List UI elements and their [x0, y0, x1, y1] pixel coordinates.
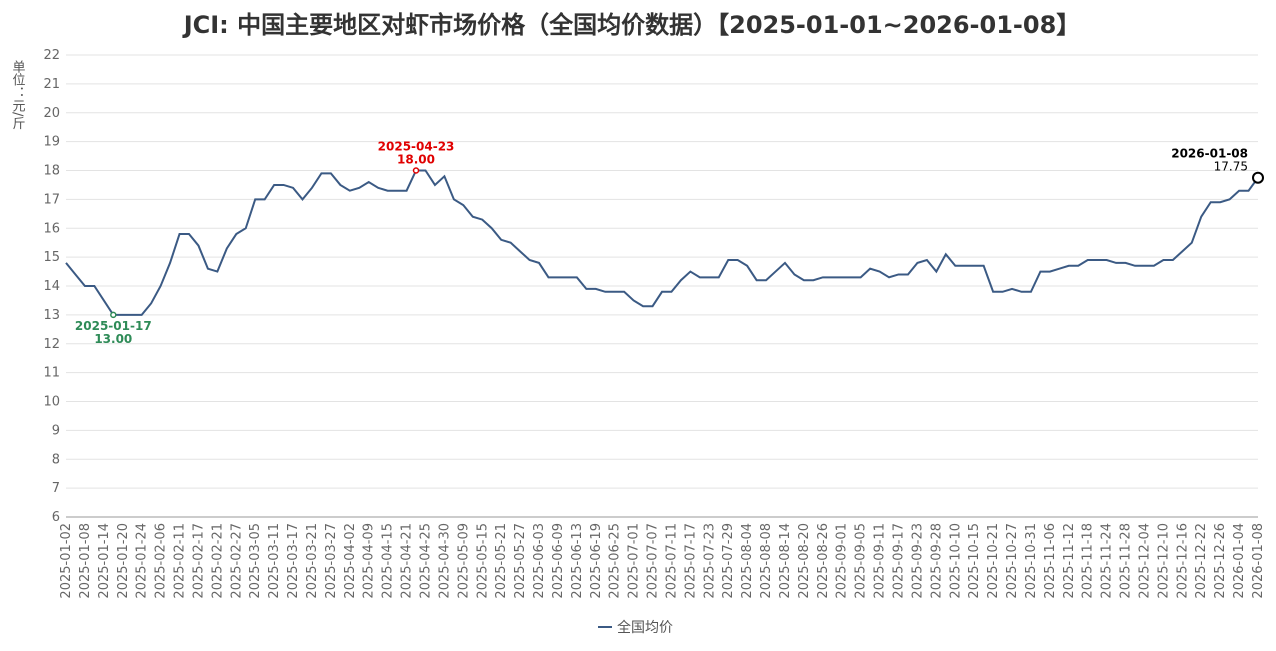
annotation-point: [1252, 171, 1264, 184]
y-tick-label: 8: [52, 452, 60, 467]
x-tick-label: 2025-09-17: [892, 523, 907, 599]
annotation-date: 2025-04-23: [378, 140, 455, 154]
y-tick-label: 13: [43, 308, 60, 323]
x-tick-label: 2025-01-20: [116, 523, 131, 599]
y-tick-label: 17: [43, 192, 60, 207]
x-tick-label: 2026-01-04: [1232, 523, 1247, 599]
x-tick-label: 2025-09-11: [873, 523, 888, 599]
x-tick-label: 2025-09-01: [835, 523, 850, 599]
x-tick-label: 2025-02-27: [229, 523, 244, 599]
x-tick-label: 2025-10-21: [986, 523, 1001, 599]
x-tick-label: 2025-06-25: [608, 523, 623, 599]
x-tick-label: 2025-10-15: [967, 523, 982, 599]
annotation-point: [110, 311, 117, 319]
x-tick-label: 2025-08-14: [778, 523, 793, 599]
x-tick-label: 2025-02-21: [210, 523, 225, 599]
y-tick-label: 19: [43, 135, 60, 150]
y-tick-label: 21: [43, 77, 60, 92]
legend-label: 全国均价: [617, 619, 673, 636]
x-tick-label: 2025-10-31: [1024, 523, 1039, 599]
x-tick-label: 2025-02-11: [173, 523, 188, 599]
annotation-value: 13.00: [94, 332, 132, 346]
y-tick-label: 6: [52, 510, 60, 525]
y-tick-label: 7: [52, 481, 60, 496]
x-tick-label: 2025-11-18: [1081, 523, 1096, 599]
y-tick-label: 16: [43, 221, 60, 236]
x-tick-label: 2025-05-27: [513, 523, 528, 599]
x-tick-label: 2025-08-20: [797, 523, 812, 599]
y-tick-label: 12: [43, 337, 60, 352]
x-tick-label: 2025-07-29: [721, 523, 736, 599]
x-tick-label: 2025-04-02: [343, 523, 358, 599]
x-tick-label: 2025-02-06: [154, 523, 169, 599]
x-tick-label: 2025-05-15: [475, 523, 490, 599]
x-tick-label: 2025-03-05: [248, 523, 263, 599]
x-tick-label: 2025-06-13: [570, 523, 585, 599]
x-tick-label: 2025-07-11: [664, 523, 679, 599]
x-tick-label: 2025-09-23: [910, 523, 925, 599]
x-tick-label: 2025-03-27: [324, 523, 339, 599]
annotation-point: [412, 167, 420, 174]
x-tick-label: 2025-04-25: [418, 523, 433, 599]
annotation-value: 18.00: [397, 153, 435, 167]
x-tick-label: 2025-09-05: [854, 523, 869, 599]
x-tick-label: 2025-03-11: [267, 523, 282, 599]
x-tick-label: 2025-11-24: [1100, 523, 1115, 599]
x-tick-label: 2025-07-23: [702, 523, 717, 599]
chart-title: JCI: 中国主要地区对虾市场价格（全国均价数据）【2025-01-01~202…: [182, 11, 1081, 39]
x-tick-label: 2025-04-15: [381, 523, 396, 599]
y-tick-label: 22: [43, 48, 60, 63]
line: [65, 169, 1259, 316]
x-tick-label: 2025-02-17: [191, 523, 206, 599]
x-tick-label: 2025-05-09: [456, 523, 471, 599]
annotation-date: 2025-01-17: [75, 319, 152, 333]
y-tick-label: 14: [43, 279, 60, 294]
x-tick-label: 2025-03-21: [305, 523, 320, 599]
x-tick-label: 2025-07-07: [646, 523, 661, 599]
x-tick-label: 2025-09-28: [929, 523, 944, 599]
x-tick-label: 2025-12-22: [1194, 523, 1209, 599]
x-tick-label: 2025-05-21: [494, 523, 509, 599]
y-tick-label: 10: [43, 395, 60, 410]
y-tick-label: 18: [43, 164, 60, 179]
x-tick-label: 2025-01-02: [59, 523, 74, 599]
x-tick-label: 2026-01-08: [1251, 523, 1266, 599]
x-tick-label: 2025-12-04: [1137, 523, 1152, 599]
x-tick-label: 2025-08-08: [759, 523, 774, 599]
x-tick-label: 2025-11-28: [1119, 523, 1134, 599]
x-tick-label: 2025-03-17: [286, 523, 301, 599]
x-tick-label: 2025-01-24: [135, 523, 150, 599]
y-tick-label: 9: [52, 423, 60, 438]
x-tick-label: 2025-07-17: [683, 523, 698, 599]
x-tick-label: 2025-04-21: [400, 523, 415, 599]
x-tick-label: 2025-12-10: [1156, 523, 1171, 599]
x-tick-label: 2025-01-08: [78, 523, 93, 599]
x-tick-label: 2025-12-26: [1213, 523, 1228, 599]
y-tick-label: 15: [43, 250, 60, 265]
x-tick-label: 2025-10-27: [1005, 523, 1020, 599]
x-tick-label: 2025-04-30: [437, 523, 452, 599]
x-tick-label: 2025-08-26: [816, 523, 831, 599]
y-tick-label: 11: [43, 366, 60, 381]
y-axis-label: 单位：元/斤: [10, 60, 26, 131]
x-tick-label: 2025-12-16: [1175, 523, 1190, 599]
x-tick-label: 2025-01-14: [97, 523, 112, 599]
x-tick-label: 2025-06-09: [551, 523, 566, 599]
x-tick-label: 2025-04-09: [362, 523, 377, 599]
annotation-date: 2026-01-08: [1171, 147, 1248, 161]
x-tick-label: 2025-06-03: [532, 523, 547, 599]
x-tick-label: 2025-07-01: [627, 523, 642, 599]
annotation-value: 17.75: [1214, 160, 1248, 174]
x-tick-label: 2025-06-19: [589, 523, 604, 599]
y-tick-label: 20: [43, 106, 60, 121]
x-tick-label: 2025-11-12: [1062, 523, 1077, 599]
x-tick-label: 2025-08-04: [740, 523, 755, 599]
x-tick-label: 2025-10-10: [948, 523, 963, 599]
x-tick-label: 2025-11-06: [1043, 523, 1058, 599]
